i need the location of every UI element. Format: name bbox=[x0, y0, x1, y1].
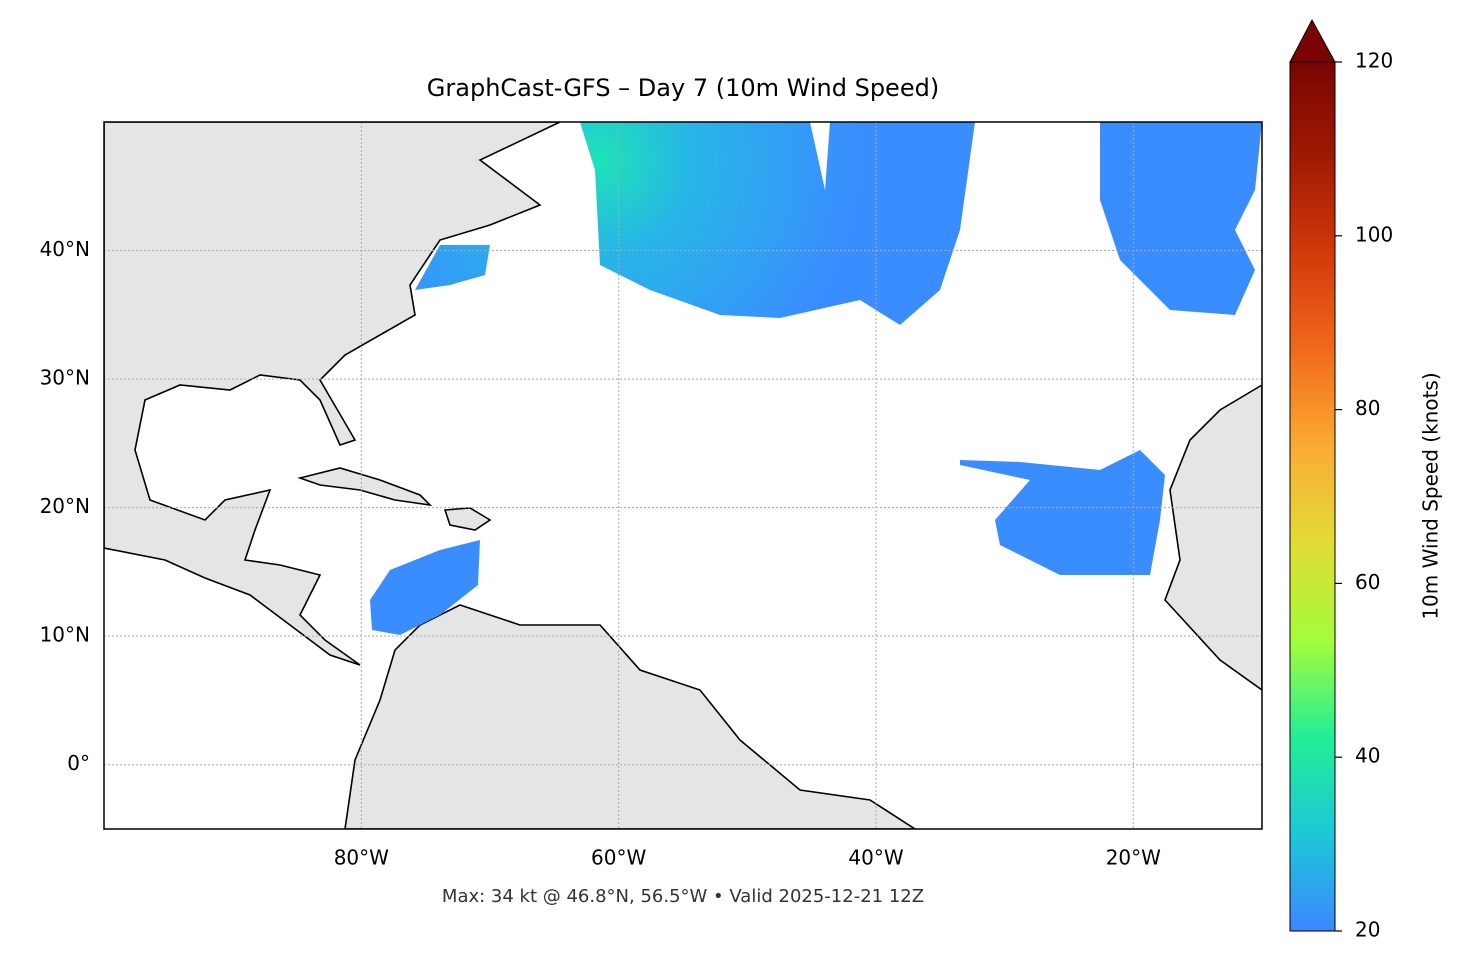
grid bbox=[104, 122, 1262, 829]
wind-area bbox=[580, 122, 975, 325]
colorbar-label: 10m Wind Speed (knots) bbox=[1419, 372, 1443, 619]
wind-area bbox=[370, 540, 480, 635]
north-america bbox=[104, 122, 561, 666]
cuba bbox=[297, 467, 433, 507]
x-tick-label: 80°W bbox=[334, 846, 389, 870]
wind-area bbox=[960, 450, 1165, 575]
south-america bbox=[344, 604, 917, 829]
colorbar-tick-label: 80 bbox=[1355, 396, 1380, 420]
africa bbox=[1164, 384, 1262, 691]
colorbar-tick-label: 100 bbox=[1355, 222, 1393, 246]
y-tick-label: 30°N bbox=[40, 366, 90, 390]
footer-note: Max: 34 kt @ 46.8°N, 56.5°W • Valid 2025… bbox=[442, 886, 924, 907]
colorbar-extend bbox=[1289, 18, 1336, 63]
y-tick-label: 10°N bbox=[40, 623, 90, 647]
colorbar-tick-label: 20 bbox=[1355, 918, 1380, 942]
map-area bbox=[104, 122, 1262, 829]
wind-area bbox=[415, 245, 490, 290]
y-tick-label: 20°N bbox=[40, 494, 90, 518]
colorbar-tick-label: 40 bbox=[1355, 744, 1380, 768]
colorbar bbox=[1289, 61, 1336, 932]
hispaniola bbox=[443, 507, 492, 531]
y-tick-label: 40°N bbox=[40, 237, 90, 261]
x-tick-label: 20°W bbox=[1106, 846, 1161, 870]
map-title: GraphCast-GFS – Day 7 (10m Wind Speed) bbox=[427, 74, 939, 102]
x-tick-label: 40°W bbox=[848, 846, 903, 870]
x-tick-label: 60°W bbox=[591, 846, 646, 870]
colorbar-tick-label: 60 bbox=[1355, 570, 1380, 594]
y-tick-label: 0° bbox=[67, 751, 90, 775]
map-frame bbox=[103, 121, 1263, 830]
colorbar-tick-label: 120 bbox=[1355, 49, 1393, 73]
wind-area bbox=[1100, 122, 1262, 315]
